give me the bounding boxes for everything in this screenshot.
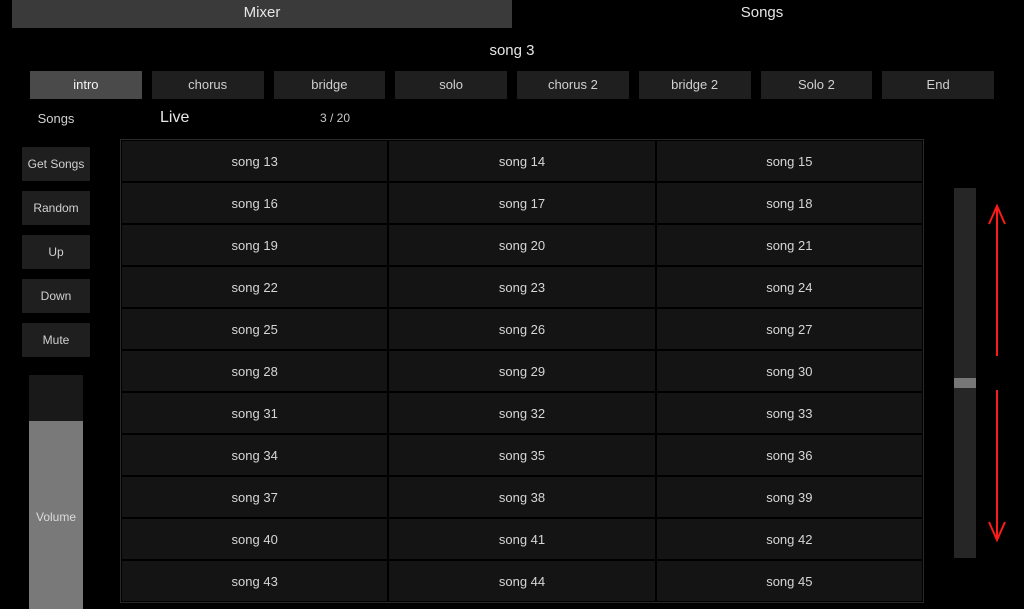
song-grid-row: song 34song 35song 36	[121, 434, 923, 476]
volume-slider-track[interactable]: Volume	[29, 375, 83, 609]
song-cell[interactable]: song 24	[656, 266, 923, 308]
current-song-title: song 3	[0, 28, 1024, 71]
song-cell[interactable]: song 33	[656, 392, 923, 434]
section-button[interactable]: solo	[395, 71, 507, 99]
song-cell[interactable]: song 43	[121, 560, 388, 602]
right-scroll-area	[954, 188, 1014, 558]
volume-label: Volume	[36, 510, 76, 524]
song-cell[interactable]: song 25	[121, 308, 388, 350]
song-grid: song 13song 14song 15song 16song 17song …	[120, 139, 924, 603]
section-button[interactable]: End	[882, 71, 994, 99]
top-tabs: Mixer Songs	[0, 0, 1024, 28]
song-cell[interactable]: song 26	[388, 308, 655, 350]
live-counter: 3 / 20	[320, 111, 350, 125]
section-button[interactable]: bridge 2	[639, 71, 751, 99]
song-cell[interactable]: song 15	[656, 140, 923, 182]
song-cell[interactable]: song 38	[388, 476, 655, 518]
song-cell[interactable]: song 41	[388, 518, 655, 560]
song-cell[interactable]: song 14	[388, 140, 655, 182]
section-button[interactable]: intro	[30, 71, 142, 99]
song-cell[interactable]: song 29	[388, 350, 655, 392]
sidebar-button[interactable]: Down	[22, 279, 90, 313]
tab-songs[interactable]: Songs	[512, 0, 1012, 28]
song-cell[interactable]: song 22	[121, 266, 388, 308]
song-cell[interactable]: song 44	[388, 560, 655, 602]
song-grid-row: song 19song 20song 21	[121, 224, 923, 266]
song-cell[interactable]: song 45	[656, 560, 923, 602]
section-button[interactable]: Solo 2	[761, 71, 873, 99]
song-grid-row: song 31song 32song 33	[121, 392, 923, 434]
sidebar: Songs Get Songs Random Up Down Mute Volume	[14, 109, 98, 609]
song-grid-area: Live 3 / 20 song 13song 14song 15song 16…	[120, 109, 964, 609]
song-grid-row: song 28song 29song 30	[121, 350, 923, 392]
live-label: Live	[160, 109, 320, 127]
song-cell[interactable]: song 39	[656, 476, 923, 518]
sidebar-button[interactable]: Up	[22, 235, 90, 269]
section-button[interactable]: bridge	[274, 71, 386, 99]
song-cell[interactable]: song 21	[656, 224, 923, 266]
section-button[interactable]: chorus 2	[517, 71, 629, 99]
song-cell[interactable]: song 32	[388, 392, 655, 434]
song-cell[interactable]: song 20	[388, 224, 655, 266]
song-cell[interactable]: song 42	[656, 518, 923, 560]
sidebar-heading: Songs	[14, 109, 98, 137]
song-cell[interactable]: song 37	[121, 476, 388, 518]
scroll-track[interactable]	[954, 188, 976, 558]
song-cell[interactable]: song 27	[656, 308, 923, 350]
song-cell[interactable]: song 17	[388, 182, 655, 224]
song-grid-row: song 37song 38song 39	[121, 476, 923, 518]
song-grid-row: song 43song 44song 45	[121, 560, 923, 602]
scroll-arrows	[982, 188, 1012, 558]
song-cell[interactable]: song 16	[121, 182, 388, 224]
scroll-thumb[interactable]	[954, 378, 976, 388]
song-cell[interactable]: song 31	[121, 392, 388, 434]
song-cell[interactable]: song 40	[121, 518, 388, 560]
song-cell[interactable]: song 35	[388, 434, 655, 476]
arrow-down-icon[interactable]	[986, 386, 1008, 546]
song-cell[interactable]: song 34	[121, 434, 388, 476]
song-cell[interactable]: song 23	[388, 266, 655, 308]
song-grid-row: song 16song 17song 18	[121, 182, 923, 224]
sidebar-button[interactable]: Get Songs	[22, 147, 90, 181]
song-cell[interactable]: song 28	[121, 350, 388, 392]
song-grid-row: song 22song 23song 24	[121, 266, 923, 308]
main-area: Songs Get Songs Random Up Down Mute Volume L…	[0, 109, 1024, 609]
section-button[interactable]: chorus	[152, 71, 264, 99]
tab-mixer[interactable]: Mixer	[12, 0, 512, 28]
song-cell[interactable]: song 13	[121, 140, 388, 182]
song-grid-row: song 13song 14song 15	[121, 140, 923, 182]
song-cell[interactable]: song 36	[656, 434, 923, 476]
song-grid-row: song 40song 41song 42	[121, 518, 923, 560]
sidebar-button[interactable]: Random	[22, 191, 90, 225]
song-cell[interactable]: song 19	[121, 224, 388, 266]
song-grid-row: song 25song 26song 27	[121, 308, 923, 350]
live-header: Live 3 / 20	[120, 109, 964, 133]
section-row: intro chorus bridge solo chorus 2 bridge 2 Sol…	[0, 71, 1024, 99]
arrow-up-icon[interactable]	[986, 200, 1008, 360]
song-cell[interactable]: song 18	[656, 182, 923, 224]
song-cell[interactable]: song 30	[656, 350, 923, 392]
volume-slider-thumb[interactable]: Volume	[29, 421, 83, 609]
sidebar-button[interactable]: Mute	[22, 323, 90, 357]
